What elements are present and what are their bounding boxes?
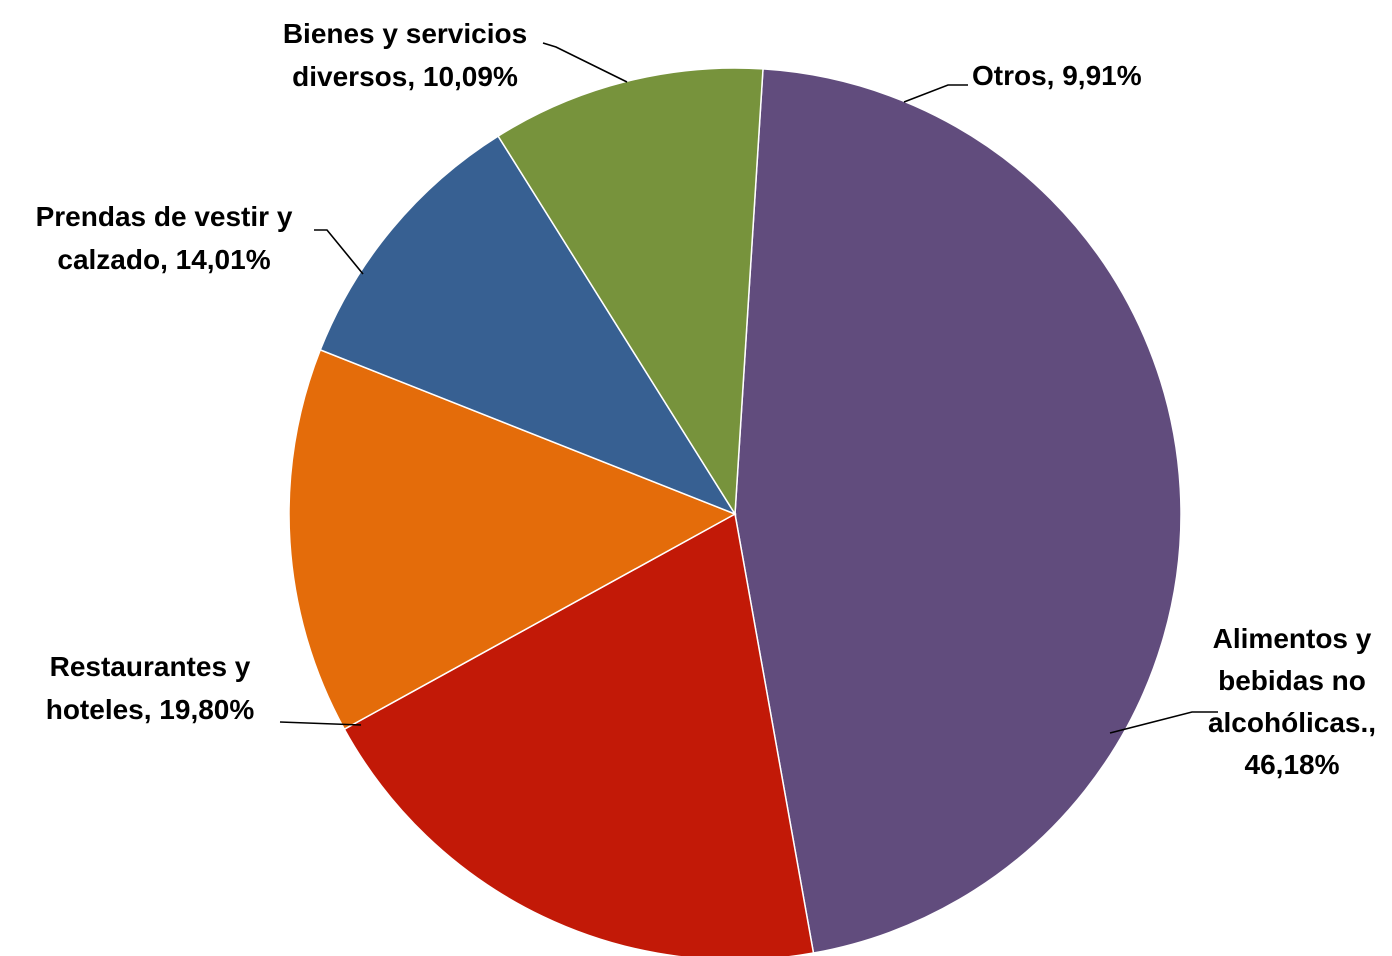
slice-label-1: Alimentos y bebidas no alcohólicas., 46,18% [1208, 623, 1376, 780]
slice-label-4: Bienes y servicios diversos, 10,09% [283, 18, 527, 92]
pie-slice-1 [734, 68, 1182, 954]
slice-label-3-line-2: calzado, 14,01% [57, 244, 270, 275]
slice-label-3: Prendas de vestir y calzado, 14,01% [36, 201, 293, 275]
leader-line-4 [542, 42, 628, 83]
pie-slices [288, 67, 1182, 956]
slice-label-2: Restaurantes y hoteles, 19,80% [46, 651, 255, 725]
leader-line-5 [903, 84, 968, 103]
slice-label-2-line-2: hoteles, 19,80% [46, 694, 255, 725]
slice-label-4-line-2: diversos, 10,09% [292, 61, 518, 92]
slice-label-5-line-1: Otros, 9,91% [972, 60, 1142, 91]
slice-label-1-line-4: 46,18% [1245, 749, 1340, 780]
slice-label-3-line-1: Prendas de vestir y [36, 201, 293, 232]
pie-slice-4 [319, 135, 737, 516]
slice-labels: Alimentos y bebidas no alcohólicas., 46,18%… [36, 18, 1376, 780]
pie-slice-3 [288, 348, 737, 731]
leader-line-2 [279, 721, 362, 726]
leader-line-1 [1109, 711, 1218, 734]
slice-label-5: Otros, 9,91% [972, 60, 1142, 91]
slice-label-1-line-2: bebidas no [1218, 665, 1366, 696]
leader-lines [279, 42, 1218, 734]
slice-label-4-line-1: Bienes y servicios [283, 18, 527, 49]
slice-label-1-line-3: alcohólicas., [1208, 707, 1376, 738]
leader-line-3 [314, 229, 364, 275]
pie-slice-2 [343, 512, 815, 956]
slice-label-2-line-1: Restaurantes y [50, 651, 251, 682]
slice-label-1-line-1: Alimentos y [1213, 623, 1372, 654]
